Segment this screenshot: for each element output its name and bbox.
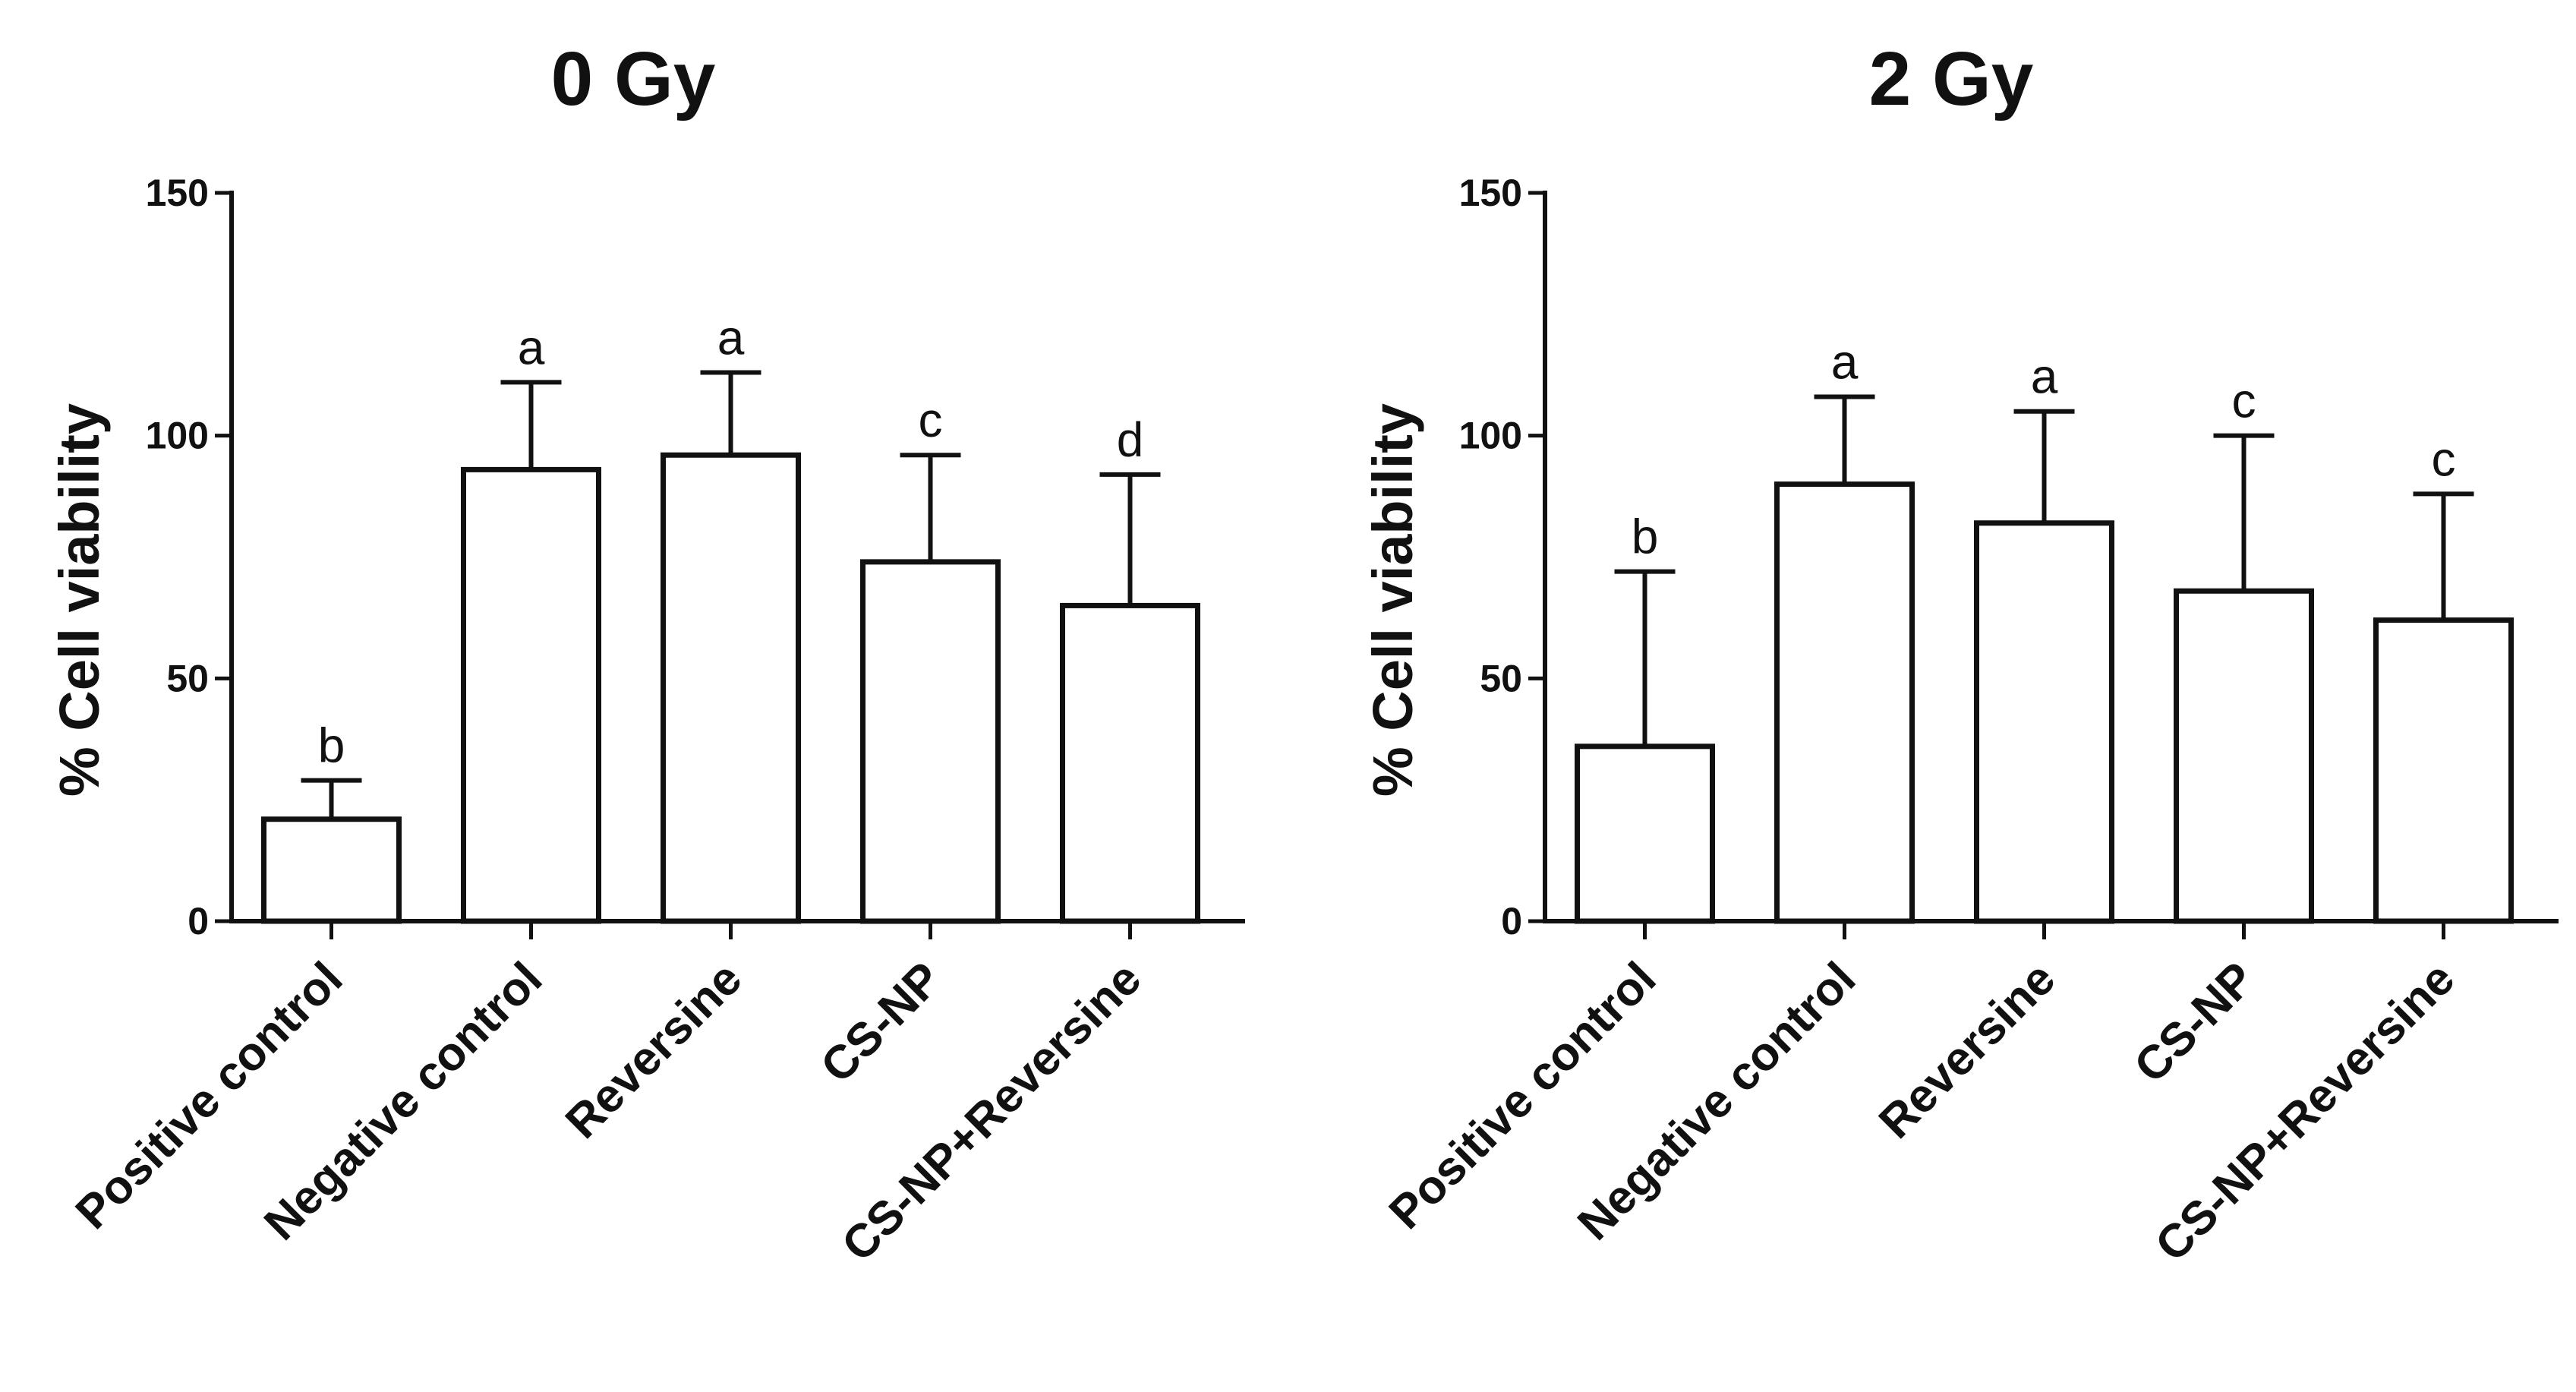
x-category-label: CS-NP bbox=[811, 952, 951, 1093]
bar-reversine bbox=[661, 452, 801, 924]
significance-letter: a bbox=[717, 311, 745, 365]
significance-letter: b bbox=[318, 718, 345, 773]
y-tick-label: 100 bbox=[1459, 415, 1522, 457]
chart-title: 0 Gy bbox=[551, 36, 716, 122]
bar-negative-control bbox=[461, 466, 601, 924]
y-tick-label: 0 bbox=[188, 900, 209, 942]
significance-letter: b bbox=[1632, 510, 1659, 564]
bar-cs-np-reversine bbox=[2373, 617, 2514, 924]
significance-letter: c bbox=[2432, 431, 2456, 486]
y-axis-label: % Cell viability bbox=[48, 403, 111, 797]
x-category-label: Reversine bbox=[1869, 952, 2065, 1148]
significance-letter: a bbox=[1831, 335, 1859, 390]
bar-positive-control bbox=[261, 816, 402, 924]
bar-cs-np-reversine bbox=[1060, 602, 1200, 924]
significance-letter: c bbox=[2232, 374, 2256, 428]
bar-positive-control bbox=[1575, 743, 1715, 924]
x-category-label: CS-NP bbox=[2124, 952, 2265, 1093]
bar-negative-control bbox=[1774, 481, 1915, 924]
y-tick-label: 150 bbox=[146, 172, 209, 214]
significance-letter: d bbox=[1117, 412, 1144, 467]
y-tick-label: 0 bbox=[1501, 900, 1522, 942]
y-tick-label: 150 bbox=[1459, 172, 1522, 214]
bar-cs-np bbox=[2174, 588, 2314, 924]
y-tick-label: 50 bbox=[166, 657, 209, 699]
chart-title: 2 Gy bbox=[1869, 36, 2034, 122]
bar-cs-np bbox=[860, 559, 1001, 924]
significance-letter: c bbox=[919, 393, 943, 447]
significance-letter: a bbox=[2031, 349, 2058, 404]
x-category-label: Reversine bbox=[556, 952, 752, 1148]
y-tick-label: 50 bbox=[1480, 657, 1522, 699]
bar-reversine bbox=[1974, 520, 2114, 924]
significance-letter: a bbox=[518, 320, 545, 374]
y-axis-label: % Cell viability bbox=[1361, 403, 1424, 797]
y-tick-label: 100 bbox=[146, 415, 209, 457]
